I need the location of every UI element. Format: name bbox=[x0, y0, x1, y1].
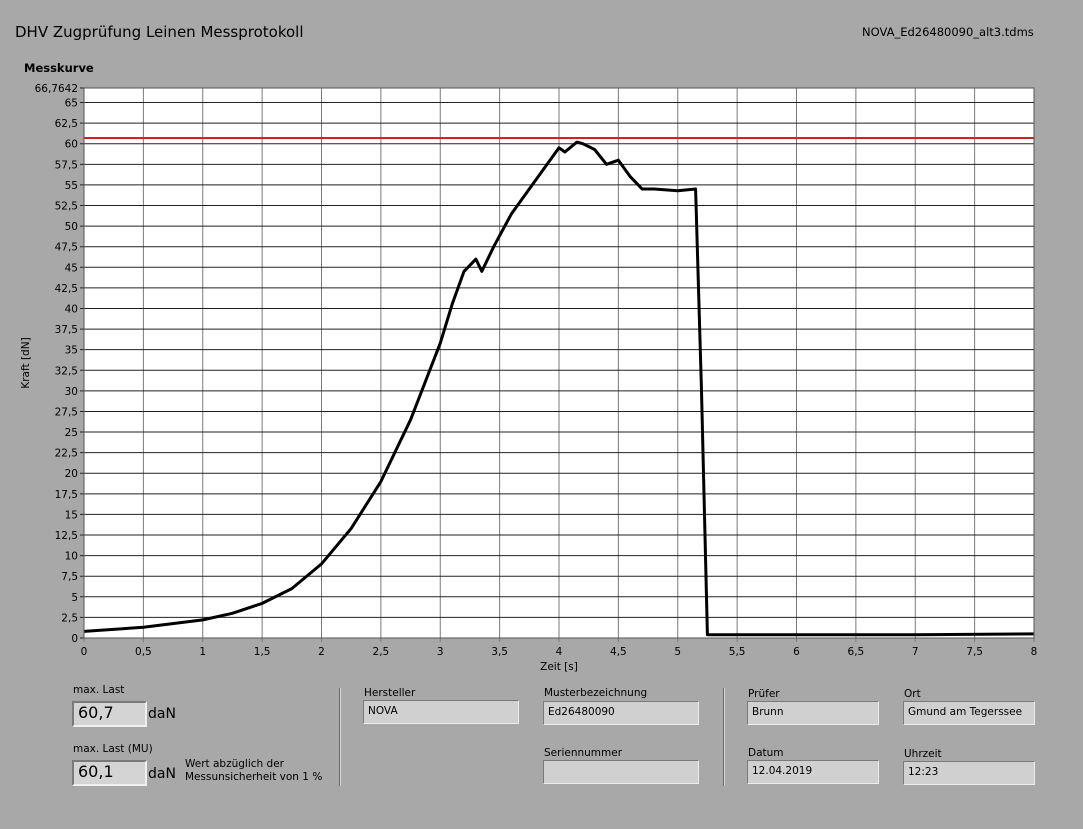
x-tick-label: 4,5 bbox=[610, 646, 627, 658]
y-tick-label: 30 bbox=[65, 386, 78, 398]
measurement-chart: 0 0,5 1 1,5 2 2,5 3 3,5 4 4,5 5 5,5 6 6,5 7 7,5 8 02,557… bbox=[20, 83, 1038, 673]
force-curve-series bbox=[83, 140, 1035, 637]
x-tick-label: 3,5 bbox=[491, 646, 508, 658]
file-name: NOVA_Ed26480090_alt3.tdms bbox=[862, 25, 1034, 39]
model-field[interactable]: Ed26480090 bbox=[543, 701, 699, 725]
date-field[interactable]: 12.04.2019 bbox=[747, 760, 879, 784]
max-load-unit: daN bbox=[148, 706, 176, 722]
x-tick-label: 6 bbox=[793, 646, 800, 658]
y-tick-label: 7,5 bbox=[61, 571, 78, 583]
y-tick-label: 2,5 bbox=[61, 612, 78, 624]
y-tick-label: 50 bbox=[65, 221, 78, 233]
y-tick-labels: 02,557,51012,51517,52022,52527,53032,535… bbox=[35, 83, 78, 645]
max-load-mu-label: max. Last (MU) bbox=[73, 743, 153, 755]
y-tick-label: 40 bbox=[65, 303, 78, 315]
y-tick-label: 47,5 bbox=[55, 242, 78, 254]
manufacturer-field[interactable]: NOVA bbox=[363, 700, 519, 724]
x-tick-label: 5,5 bbox=[729, 646, 746, 658]
tester-label: Prüfer bbox=[748, 688, 780, 700]
y-tick-label: 5 bbox=[71, 592, 78, 604]
y-tick-label: 0 bbox=[71, 633, 78, 645]
x-tick-label: 2 bbox=[318, 646, 325, 658]
y-axis-label: Kraft [dN] bbox=[20, 337, 32, 388]
date-label: Datum bbox=[748, 747, 784, 759]
x-axis-label: Zeit [s] bbox=[540, 661, 578, 673]
x-tick-label: 1,5 bbox=[254, 646, 271, 658]
x-tick-label: 0 bbox=[81, 646, 88, 658]
x-tick-label: 4 bbox=[556, 646, 563, 658]
model-label: Musterbezeichnung bbox=[544, 687, 648, 699]
max-load-field: 60,7 bbox=[72, 701, 147, 727]
separator bbox=[723, 688, 725, 786]
x-tick-label: 2,5 bbox=[373, 646, 390, 658]
location-field[interactable]: Gmund am Tegerssee bbox=[903, 701, 1035, 725]
x-tick-label: 3 bbox=[437, 646, 444, 658]
x-tick-label: 0,5 bbox=[135, 646, 152, 658]
y-tick-label: 17,5 bbox=[55, 489, 78, 501]
y-tick-label: 37,5 bbox=[55, 324, 78, 336]
manufacturer-label: Hersteller bbox=[364, 687, 416, 699]
x-tick-labels: 0 0,5 1 1,5 2 2,5 3 3,5 4 4,5 5 5,5 6 6,5 7 7,5 8 bbox=[81, 646, 1038, 658]
x-tick-label: 7 bbox=[912, 646, 919, 658]
separator bbox=[339, 688, 341, 786]
y-tick-label: 25 bbox=[65, 427, 78, 439]
y-tick-label: 42,5 bbox=[55, 283, 78, 295]
y-tick-label: 27,5 bbox=[55, 406, 78, 418]
x-tick-label: 8 bbox=[1031, 646, 1038, 658]
y-tick-label: 35 bbox=[65, 345, 78, 357]
location-label: Ort bbox=[904, 688, 921, 700]
y-tick-label: 32,5 bbox=[55, 365, 78, 377]
x-tick-label: 5 bbox=[674, 646, 681, 658]
y-tick-label: 60 bbox=[65, 139, 78, 151]
y-tick-label: 22,5 bbox=[55, 448, 78, 460]
y-tick-label: 10 bbox=[65, 551, 78, 563]
y-tick-label: 65 bbox=[65, 98, 78, 110]
uncertainty-note-line1: Wert abzüglich der bbox=[185, 758, 284, 770]
horizontal-gridlines bbox=[80, 87, 1034, 639]
max-load-label: max. Last bbox=[73, 684, 125, 696]
x-tick-label: 7,5 bbox=[966, 646, 983, 658]
y-tick-label: 20 bbox=[65, 468, 78, 480]
max-load-mu-field: 60,1 bbox=[72, 760, 147, 786]
x-tick-label: 6,5 bbox=[848, 646, 865, 658]
y-tick-label: 62,5 bbox=[55, 118, 78, 130]
y-tick-label: 52,5 bbox=[55, 201, 78, 213]
chart-title: Messkurve bbox=[24, 61, 94, 75]
x-tick-label: 1 bbox=[199, 646, 206, 658]
time-field[interactable]: 12:23 bbox=[903, 761, 1035, 785]
y-tick-label: 55 bbox=[65, 180, 78, 192]
y-tick-label: 45 bbox=[65, 262, 78, 274]
uncertainty-note-line2: Messunsicherheit von 1 % bbox=[185, 771, 323, 783]
serial-number-label: Seriennummer bbox=[544, 747, 623, 759]
time-label: Uhrzeit bbox=[904, 748, 942, 760]
app-title: DHV Zugprüfung Leinen Messprotokoll bbox=[15, 23, 304, 41]
y-tick-label: 66,7642 bbox=[35, 83, 78, 95]
y-tick-label: 57,5 bbox=[55, 159, 78, 171]
tester-field[interactable]: Brunn bbox=[747, 701, 879, 725]
y-tick-label: 15 bbox=[65, 509, 78, 521]
serial-number-field[interactable] bbox=[543, 760, 699, 784]
max-load-mu-unit: daN bbox=[148, 766, 176, 782]
y-tick-label: 12,5 bbox=[55, 530, 78, 542]
plot-frame bbox=[83, 87, 1035, 639]
